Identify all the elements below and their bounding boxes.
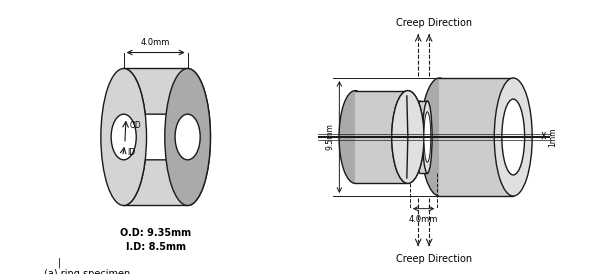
Ellipse shape xyxy=(415,101,425,173)
Text: Creep Direction: Creep Direction xyxy=(396,254,472,264)
Text: I.D: 8.5mm: I.D: 8.5mm xyxy=(126,242,186,252)
Text: 1mm: 1mm xyxy=(548,127,557,147)
Ellipse shape xyxy=(175,114,200,160)
Ellipse shape xyxy=(392,91,424,183)
Text: ID: ID xyxy=(127,149,135,158)
Text: |: | xyxy=(58,257,61,268)
Polygon shape xyxy=(124,68,210,206)
Text: 9.5mm: 9.5mm xyxy=(325,124,334,150)
Text: Creep Direction: Creep Direction xyxy=(396,18,472,28)
Ellipse shape xyxy=(165,68,210,206)
Ellipse shape xyxy=(424,112,431,162)
Polygon shape xyxy=(420,101,427,173)
Ellipse shape xyxy=(494,78,532,196)
Text: 4.0mm: 4.0mm xyxy=(141,38,170,47)
Ellipse shape xyxy=(502,99,525,175)
Ellipse shape xyxy=(392,91,424,183)
Text: O.D: 9.35mm: O.D: 9.35mm xyxy=(120,228,191,238)
Ellipse shape xyxy=(423,101,432,173)
Ellipse shape xyxy=(421,78,459,196)
Ellipse shape xyxy=(111,114,136,160)
Text: (a) ring specimen: (a) ring specimen xyxy=(44,269,130,274)
Ellipse shape xyxy=(339,91,371,183)
Polygon shape xyxy=(124,114,200,160)
Polygon shape xyxy=(355,91,408,183)
Text: 4.0mm: 4.0mm xyxy=(409,215,438,224)
Text: OD: OD xyxy=(129,121,141,130)
Polygon shape xyxy=(439,78,513,196)
Ellipse shape xyxy=(101,68,147,206)
